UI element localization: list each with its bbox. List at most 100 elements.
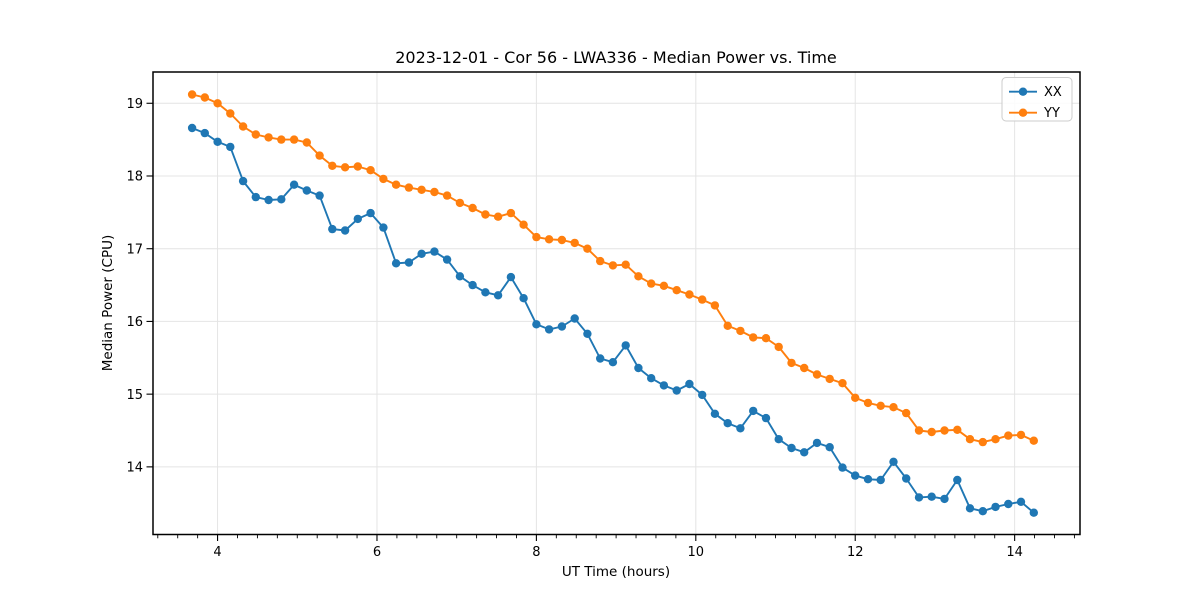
- data-point-YY: [863, 398, 873, 408]
- data-point-YY: [481, 210, 490, 219]
- data-point-XX: [583, 329, 592, 338]
- data-point-YY: [213, 99, 222, 108]
- data-point-XX: [302, 186, 311, 195]
- data-point-YY: [851, 393, 860, 402]
- data-point-XX: [468, 280, 477, 290]
- data-point-XX: [289, 180, 299, 189]
- data-point-XX: [647, 374, 656, 383]
- data-point-YY: [838, 379, 847, 388]
- data-point-XX: [366, 208, 375, 218]
- data-point-YY: [710, 301, 720, 310]
- data-point-XX: [659, 381, 669, 390]
- data-point-YY: [596, 256, 605, 266]
- data-point-YY: [787, 358, 796, 368]
- data-point-YY: [264, 133, 273, 142]
- data-point-YY: [315, 151, 324, 160]
- y-axis-label: Median Power (CPU): [100, 235, 116, 371]
- data-point-YY: [991, 435, 1000, 444]
- data-point-YY: [953, 425, 962, 434]
- data-point-YY: [761, 334, 771, 343]
- data-point-XX: [889, 457, 898, 466]
- data-point-YY: [493, 212, 503, 221]
- data-point-YY: [251, 130, 260, 139]
- data-point-YY: [391, 180, 401, 189]
- data-point-XX: [379, 223, 388, 232]
- data-point-XX: [953, 475, 962, 485]
- data-point-XX: [417, 249, 426, 258]
- data-point-XX: [557, 322, 567, 331]
- data-point-YY: [774, 342, 783, 352]
- data-point-YY: [685, 290, 694, 299]
- data-point-XX: [838, 463, 847, 472]
- data-point-YY: [328, 161, 337, 170]
- x-axis-label: UT Time (hours): [562, 564, 670, 580]
- data-point-XX: [213, 137, 222, 146]
- y-tick-label: 18: [126, 170, 143, 185]
- grid-layer: [153, 72, 1080, 535]
- data-point-XX: [506, 272, 516, 282]
- data-point-YY: [876, 401, 885, 410]
- data-point-YY: [570, 238, 579, 248]
- data-point-YY: [302, 138, 311, 147]
- data-point-YY: [621, 260, 630, 269]
- spines-layer: [152, 71, 1081, 536]
- data-point-XX: [991, 502, 1000, 512]
- data-point-XX: [927, 492, 936, 501]
- data-point-XX: [238, 176, 248, 186]
- data-point-YY: [340, 163, 350, 172]
- data-point-XX: [353, 214, 362, 224]
- data-point-XX: [608, 358, 618, 367]
- legend-marker-XX: [1018, 87, 1028, 96]
- data-point-XX: [404, 258, 414, 267]
- data-point-YY: [200, 93, 209, 102]
- data-point-XX: [761, 413, 771, 423]
- data-point-YY: [634, 272, 643, 281]
- data-point-XX: [532, 320, 541, 329]
- data-point-YY: [723, 321, 732, 330]
- y-tick-label: 19: [126, 97, 143, 112]
- series-markers-YY: [187, 90, 1039, 447]
- data-point-XX: [723, 419, 732, 428]
- data-point-YY: [442, 191, 452, 200]
- data-point-YY: [277, 135, 286, 144]
- data-point-YY: [800, 363, 809, 373]
- data-point-YY: [1016, 430, 1026, 440]
- data-point-XX: [442, 255, 452, 264]
- data-point-YY: [366, 166, 375, 175]
- data-point-XX: [825, 443, 834, 452]
- data-point-XX: [493, 291, 503, 300]
- data-point-YY: [902, 408, 911, 418]
- legend-label-XX: XX: [1044, 85, 1062, 100]
- data-point-XX: [328, 224, 337, 234]
- data-point-YY: [238, 122, 248, 131]
- data-point-XX: [1016, 497, 1026, 506]
- data-point-XX: [187, 123, 197, 133]
- y-tick-label: 16: [126, 315, 143, 330]
- data-point-YY: [417, 185, 426, 194]
- data-point-XX: [863, 475, 873, 484]
- data-point-YY: [608, 261, 618, 270]
- data-point-XX: [749, 406, 758, 416]
- data-point-XX: [672, 386, 681, 395]
- data-point-YY: [1004, 431, 1013, 440]
- data-point-XX: [1004, 499, 1013, 509]
- data-point-XX: [251, 192, 260, 202]
- data-point-XX: [736, 424, 745, 433]
- data-point-XX: [774, 435, 783, 444]
- data-point-YY: [455, 198, 465, 208]
- data-point-YY: [965, 435, 975, 444]
- data-point-XX: [851, 471, 860, 480]
- data-point-YY: [889, 403, 898, 412]
- data-point-YY: [226, 109, 235, 118]
- data-point-YY: [927, 427, 936, 437]
- data-point-XX: [481, 288, 490, 297]
- data-point-XX: [226, 142, 235, 152]
- data-point-YY: [812, 370, 822, 379]
- data-point-XX: [978, 507, 987, 516]
- chart-title: 2023-12-01 - Cor 56 - LWA336 - Median Po…: [395, 48, 837, 67]
- data-point-XX: [965, 504, 975, 513]
- plot-border: [152, 71, 1081, 536]
- data-point-YY: [379, 174, 388, 184]
- data-point-XX: [710, 409, 720, 418]
- x-tick-label: 4: [213, 545, 221, 560]
